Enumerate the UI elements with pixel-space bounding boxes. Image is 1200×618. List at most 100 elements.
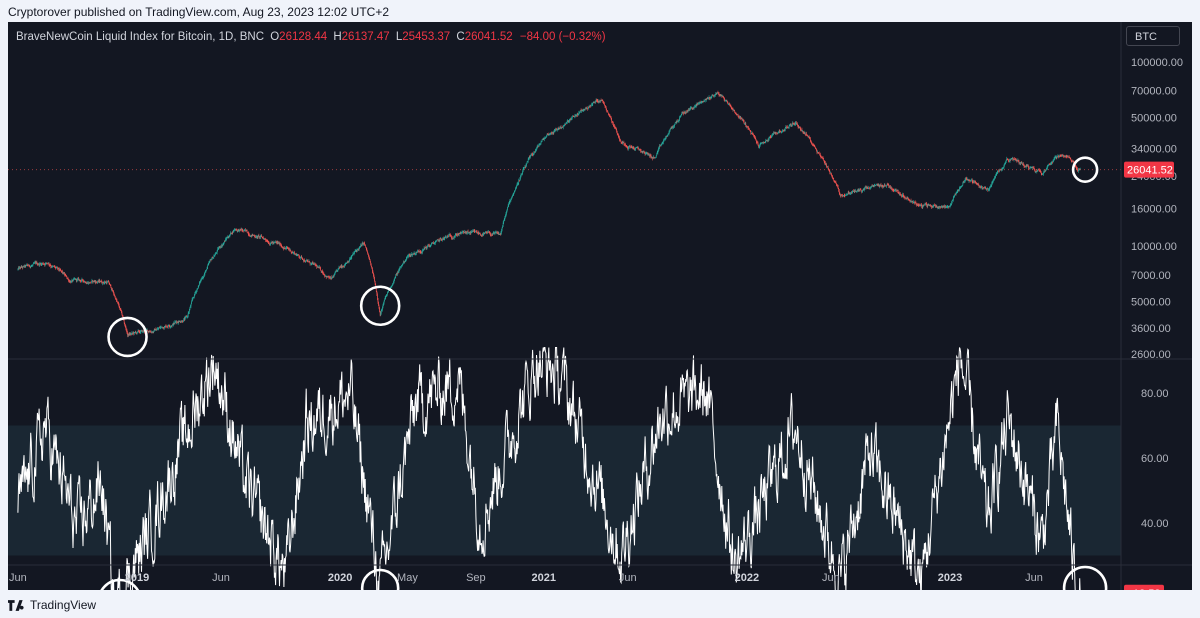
price-tick-label: 34000.00: [1131, 143, 1177, 155]
candle-body: [868, 187, 870, 189]
candle-body: [240, 229, 242, 231]
candle-body: [259, 236, 260, 238]
candle-body: [755, 140, 757, 143]
candle-body: [73, 278, 74, 280]
candle-body: [78, 278, 79, 280]
ticker-button[interactable]: BTC: [1126, 26, 1180, 46]
candle-body: [774, 132, 776, 134]
candle-body: [932, 205, 934, 207]
candle-body: [640, 150, 641, 152]
candle-body: [327, 276, 329, 278]
candle-body: [464, 231, 466, 233]
candle-body: [906, 198, 907, 200]
candle-body: [451, 236, 452, 238]
candle-body: [296, 255, 298, 257]
candle-body: [103, 282, 104, 284]
candle-body: [117, 301, 118, 303]
chart-frame[interactable]: 100000.0070000.0050000.0034000.0024000.0…: [8, 22, 1192, 590]
candle-body: [1058, 155, 1059, 157]
candle-body: [590, 105, 591, 107]
candle-body: [276, 241, 278, 243]
candle-body: [407, 256, 409, 257]
candle-body: [945, 206, 946, 208]
candle-body: [19, 266, 21, 268]
candle-body: [699, 101, 701, 103]
candle-body: [589, 106, 590, 107]
candle-body: [283, 248, 285, 249]
candle-body: [160, 326, 162, 328]
candle-body: [150, 331, 151, 333]
candle-body: [811, 143, 813, 145]
candle-body: [471, 231, 472, 233]
candle-body: [771, 135, 773, 138]
candle-body: [931, 206, 932, 208]
candle-body: [22, 266, 24, 268]
candle-body: [535, 149, 537, 151]
candle-body: [343, 266, 344, 268]
candle-body: [335, 270, 337, 272]
candle-body: [1031, 167, 1033, 168]
candle-body: [843, 195, 845, 197]
price-tick-label: 100000.00: [1131, 57, 1183, 69]
candle-body: [213, 256, 215, 257]
candle-body: [47, 262, 48, 264]
candle-body: [422, 249, 424, 251]
candle-body: [1043, 172, 1044, 174]
candle-body: [398, 270, 399, 273]
candle-body: [911, 200, 913, 202]
candle-body: [838, 188, 840, 191]
candle-body: [291, 251, 293, 253]
candle-body: [207, 263, 209, 266]
candle-body: [158, 328, 160, 330]
candle-body: [78, 279, 80, 281]
candle-body: [588, 106, 590, 108]
candle-body: [527, 159, 529, 162]
candle-body: [688, 109, 689, 111]
candle-body: [252, 234, 254, 236]
candle-body: [28, 264, 29, 266]
candle-body: [482, 234, 484, 236]
candle-body: [416, 252, 418, 253]
candle-body: [474, 231, 476, 232]
candle-body: [817, 152, 819, 154]
candle-body: [823, 160, 825, 162]
candle-body: [129, 333, 131, 335]
candle-body: [985, 188, 987, 190]
candle-body: [721, 95, 723, 97]
candle-body: [542, 138, 544, 140]
candle-body: [201, 278, 202, 280]
candle-body: [346, 262, 348, 264]
time-tick-label: Jun: [212, 572, 230, 584]
candle-body: [825, 162, 826, 165]
candle-body: [596, 100, 598, 102]
candle-body: [971, 179, 973, 181]
candle-body: [1011, 158, 1013, 160]
candle-body: [53, 265, 55, 267]
chart-canvas[interactable]: 100000.0070000.0050000.0034000.0024000.0…: [8, 22, 1192, 590]
candle-body: [995, 173, 997, 176]
candle-body: [384, 297, 386, 300]
candle-body: [609, 116, 611, 117]
candle-body: [519, 178, 521, 181]
candle-body: [524, 167, 526, 168]
candle-body: [856, 191, 858, 192]
candle-body: [438, 239, 440, 241]
candle-body: [193, 297, 195, 298]
price-tick-label: 3600.00: [1131, 323, 1171, 335]
candle-body: [376, 291, 378, 295]
price-tick-label: 7000.00: [1131, 270, 1171, 282]
candle-body: [927, 204, 929, 206]
candle-body: [940, 206, 942, 208]
candle-body: [337, 268, 339, 271]
candle-body: [679, 117, 680, 120]
candle-body: [847, 193, 848, 195]
candle-body: [989, 187, 990, 190]
candle-body: [1033, 167, 1034, 168]
candle-body: [216, 250, 218, 253]
candle-body: [747, 126, 749, 128]
candle-body: [492, 233, 494, 235]
candle-body: [597, 101, 599, 102]
candle-body: [811, 141, 812, 144]
candle-body: [151, 331, 152, 333]
candle-body: [95, 281, 97, 283]
